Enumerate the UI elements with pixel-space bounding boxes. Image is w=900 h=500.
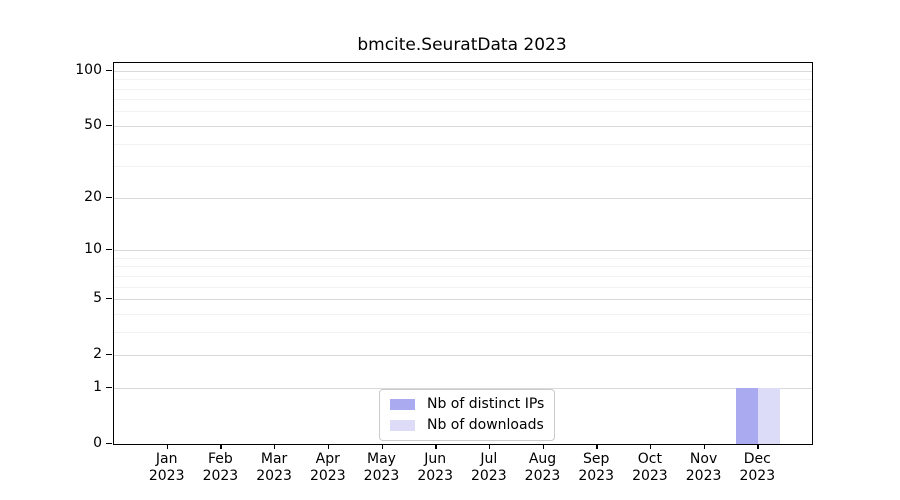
gridline-minor [114, 79, 812, 81]
gridline-minor [114, 286, 812, 288]
y-tick-label: 1 [93, 378, 102, 395]
x-tick-label: Feb 2023 [202, 451, 239, 484]
x-tick-mark [488, 444, 491, 449]
bar-distinct-ips-dec-2023 [736, 387, 759, 444]
gridline-minor [114, 266, 812, 268]
x-tick-mark [596, 444, 598, 449]
y-tick-mark [106, 69, 112, 71]
y-tick-mark [106, 386, 112, 389]
y-tick-label: 0 [93, 435, 102, 451]
x-tick-label: May 2023 [363, 451, 400, 484]
y-tick-label: 50 [84, 116, 102, 133]
x-tick-mark [220, 444, 222, 449]
legend-swatch-distinct-ips [390, 398, 415, 410]
legend-label-distinct-ips: Nb of distinct IPs [427, 396, 545, 412]
gridline-minor [114, 99, 812, 101]
gridline-minor [114, 331, 812, 333]
x-tick-label: Nov 2023 [685, 451, 722, 484]
x-tick-mark [649, 444, 652, 449]
plot-area: Nb of distinct IPs Nb of downloads [113, 62, 813, 445]
legend-item-distinct-ips: Nb of distinct IPs [390, 396, 544, 412]
gridline-major [114, 250, 812, 251]
y-tick-label: 20 [84, 188, 102, 205]
x-tick-mark [757, 444, 759, 449]
gridline-major [114, 70, 812, 72]
y-tick-mark [106, 354, 112, 356]
y-tick-mark [106, 124, 112, 127]
gridline-minor [114, 88, 812, 90]
legend-label-downloads: Nb of downloads [427, 417, 544, 433]
x-tick-mark [435, 444, 437, 449]
x-tick-mark [166, 444, 169, 449]
y-tick-mark [106, 443, 112, 445]
y-tick-mark [106, 298, 112, 300]
x-tick-mark [381, 444, 383, 449]
gridline-major [114, 355, 812, 357]
x-tick-mark [274, 444, 276, 449]
x-tick-label: Dec 2023 [739, 451, 776, 484]
gridline-minor [114, 313, 812, 315]
legend-swatch-downloads [390, 419, 415, 431]
gridline-minor [114, 111, 812, 113]
y-tick-label: 5 [93, 290, 102, 306]
gridline-minor [114, 166, 812, 168]
gridline-major [114, 387, 812, 389]
y-tick-label: 2 [93, 346, 102, 363]
x-tick-label: Apr 2023 [309, 451, 346, 484]
gridline-minor [114, 143, 812, 145]
gridline-major [114, 125, 812, 127]
bar-downloads-dec-2023 [758, 387, 781, 444]
x-tick-mark [542, 444, 544, 449]
x-tick-label: Aug 2023 [524, 451, 561, 484]
x-tick-label: Jun 2023 [417, 451, 453, 484]
y-tick-mark [106, 196, 112, 199]
y-tick-label: 100 [75, 61, 102, 78]
chart-title: bmcite.SeuratData 2023 [357, 35, 567, 55]
gridline-major [114, 299, 812, 300]
y-tick-label: 10 [84, 241, 102, 257]
x-tick-label: Jan 2023 [148, 451, 185, 484]
x-tick-mark [327, 444, 330, 449]
legend: Nb of distinct IPs Nb of downloads [379, 389, 556, 441]
x-tick-label: Mar 2023 [256, 451, 292, 484]
gridline-major [114, 197, 812, 199]
y-tick-mark [106, 249, 112, 251]
gridline-minor [114, 275, 812, 277]
gridline-minor [114, 257, 812, 259]
x-tick-label: Jul 2023 [470, 451, 507, 484]
x-tick-label: Oct 2023 [632, 451, 668, 484]
legend-item-downloads: Nb of downloads [390, 417, 544, 433]
x-tick-mark [703, 444, 705, 449]
x-tick-label: Sep 2023 [578, 451, 614, 484]
